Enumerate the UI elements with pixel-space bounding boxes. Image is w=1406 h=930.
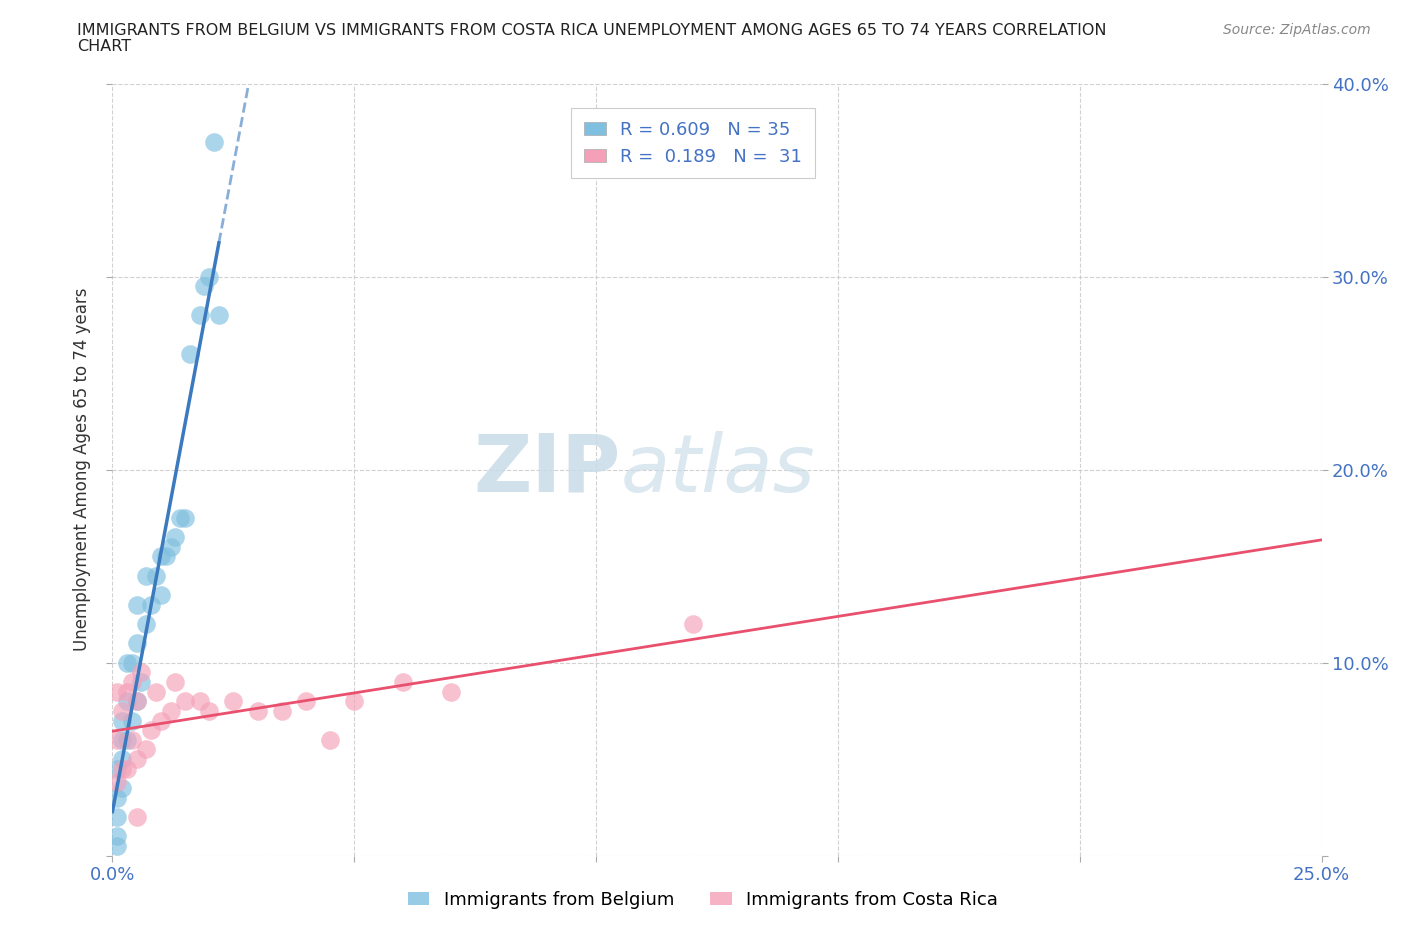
Point [131, 674, 153, 689]
Text: IMMIGRANTS FROM BELGIUM VS IMMIGRANTS FROM COSTA RICA UNEMPLOYMENT AMONG AGES 65: IMMIGRANTS FROM BELGIUM VS IMMIGRANTS FR… [77, 23, 1107, 38]
Point [188, 694, 211, 709]
Point [105, 829, 128, 844]
Point [121, 656, 143, 671]
Point [111, 733, 134, 748]
Point [155, 549, 177, 564]
Point [174, 694, 197, 709]
Point [125, 597, 148, 612]
Point [105, 839, 128, 854]
Point [682, 617, 704, 631]
Point [145, 568, 167, 583]
Point [125, 751, 148, 766]
Point [111, 762, 134, 777]
Point [125, 636, 148, 651]
Point [121, 713, 143, 728]
Point [149, 713, 172, 728]
Point [105, 775, 128, 790]
Point [125, 694, 148, 709]
Point [135, 617, 157, 631]
Point [115, 762, 138, 777]
Point [145, 684, 167, 699]
Y-axis label: Unemployment Among Ages 65 to 74 years: Unemployment Among Ages 65 to 74 years [73, 288, 91, 651]
Point [141, 723, 163, 737]
Point [391, 674, 413, 689]
Point [115, 656, 138, 671]
Text: atlas: atlas [620, 431, 815, 509]
Point [115, 733, 138, 748]
Text: Source: ZipAtlas.com: Source: ZipAtlas.com [1223, 23, 1371, 37]
Point [135, 568, 157, 583]
Point [169, 511, 191, 525]
Point [198, 270, 221, 285]
Point [125, 809, 148, 825]
Point [111, 713, 134, 728]
Point [179, 347, 201, 362]
Point [188, 308, 211, 323]
Point [121, 674, 143, 689]
Point [141, 597, 163, 612]
Point [343, 694, 366, 709]
Point [131, 665, 153, 680]
Point [159, 539, 181, 554]
Text: ZIP: ZIP [472, 431, 620, 509]
Point [270, 703, 292, 718]
Point [105, 762, 128, 777]
Point [149, 588, 172, 603]
Point [222, 694, 245, 709]
Point [135, 742, 157, 757]
Point [111, 751, 134, 766]
Legend: R = 0.609   N = 35, R =  0.189   N =  31: R = 0.609 N = 35, R = 0.189 N = 31 [571, 108, 814, 179]
Point [174, 511, 197, 525]
Point [111, 703, 134, 718]
Legend: Immigrants from Belgium, Immigrants from Costa Rica: Immigrants from Belgium, Immigrants from… [401, 884, 1005, 916]
Point [115, 694, 138, 709]
Point [193, 279, 215, 294]
Point [159, 703, 181, 718]
Point [319, 733, 342, 748]
Point [165, 530, 187, 545]
Point [208, 308, 231, 323]
Point [198, 703, 221, 718]
Text: CHART: CHART [77, 39, 131, 54]
Point [105, 809, 128, 825]
Point [202, 134, 225, 149]
Point [165, 674, 187, 689]
Point [121, 733, 143, 748]
Point [105, 684, 128, 699]
Point [111, 780, 134, 795]
Point [105, 733, 128, 748]
Point [295, 694, 318, 709]
Point [246, 703, 269, 718]
Point [149, 549, 172, 564]
Point [105, 790, 128, 805]
Point [115, 684, 138, 699]
Point [125, 694, 148, 709]
Point [440, 684, 463, 699]
